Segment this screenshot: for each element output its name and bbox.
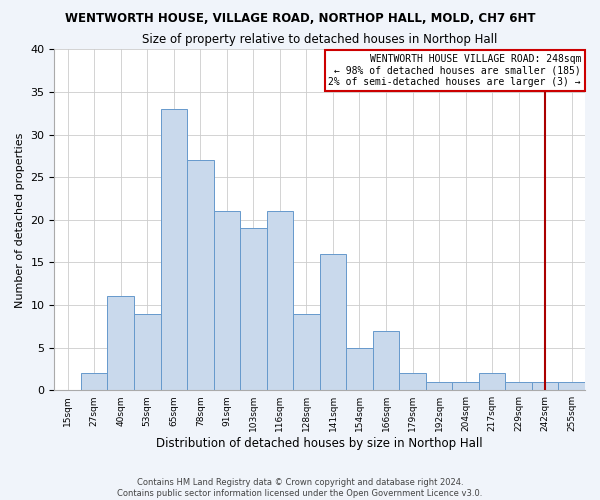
Bar xyxy=(346,348,373,390)
Bar xyxy=(452,382,479,390)
Text: WENTWORTH HOUSE, VILLAGE ROAD, NORTHOP HALL, MOLD, CH7 6HT: WENTWORTH HOUSE, VILLAGE ROAD, NORTHOP H… xyxy=(65,12,535,26)
Y-axis label: Number of detached properties: Number of detached properties xyxy=(15,132,25,308)
Bar xyxy=(373,330,399,390)
X-axis label: Distribution of detached houses by size in Northop Hall: Distribution of detached houses by size … xyxy=(157,437,483,450)
Bar xyxy=(107,296,134,390)
Text: WENTWORTH HOUSE VILLAGE ROAD: 248sqm
← 98% of detached houses are smaller (185)
: WENTWORTH HOUSE VILLAGE ROAD: 248sqm ← 9… xyxy=(328,54,581,87)
Bar xyxy=(187,160,214,390)
Bar xyxy=(161,109,187,390)
Text: Contains HM Land Registry data © Crown copyright and database right 2024.
Contai: Contains HM Land Registry data © Crown c… xyxy=(118,478,482,498)
Bar xyxy=(399,373,426,390)
Bar xyxy=(81,373,107,390)
Bar xyxy=(426,382,452,390)
Bar xyxy=(505,382,532,390)
Bar xyxy=(214,212,240,390)
Bar xyxy=(293,314,320,390)
Bar xyxy=(559,382,585,390)
Bar xyxy=(240,228,266,390)
Bar xyxy=(266,212,293,390)
Bar xyxy=(320,254,346,390)
Bar xyxy=(532,382,559,390)
Bar xyxy=(134,314,161,390)
Bar xyxy=(479,373,505,390)
Title: Size of property relative to detached houses in Northop Hall: Size of property relative to detached ho… xyxy=(142,32,497,46)
